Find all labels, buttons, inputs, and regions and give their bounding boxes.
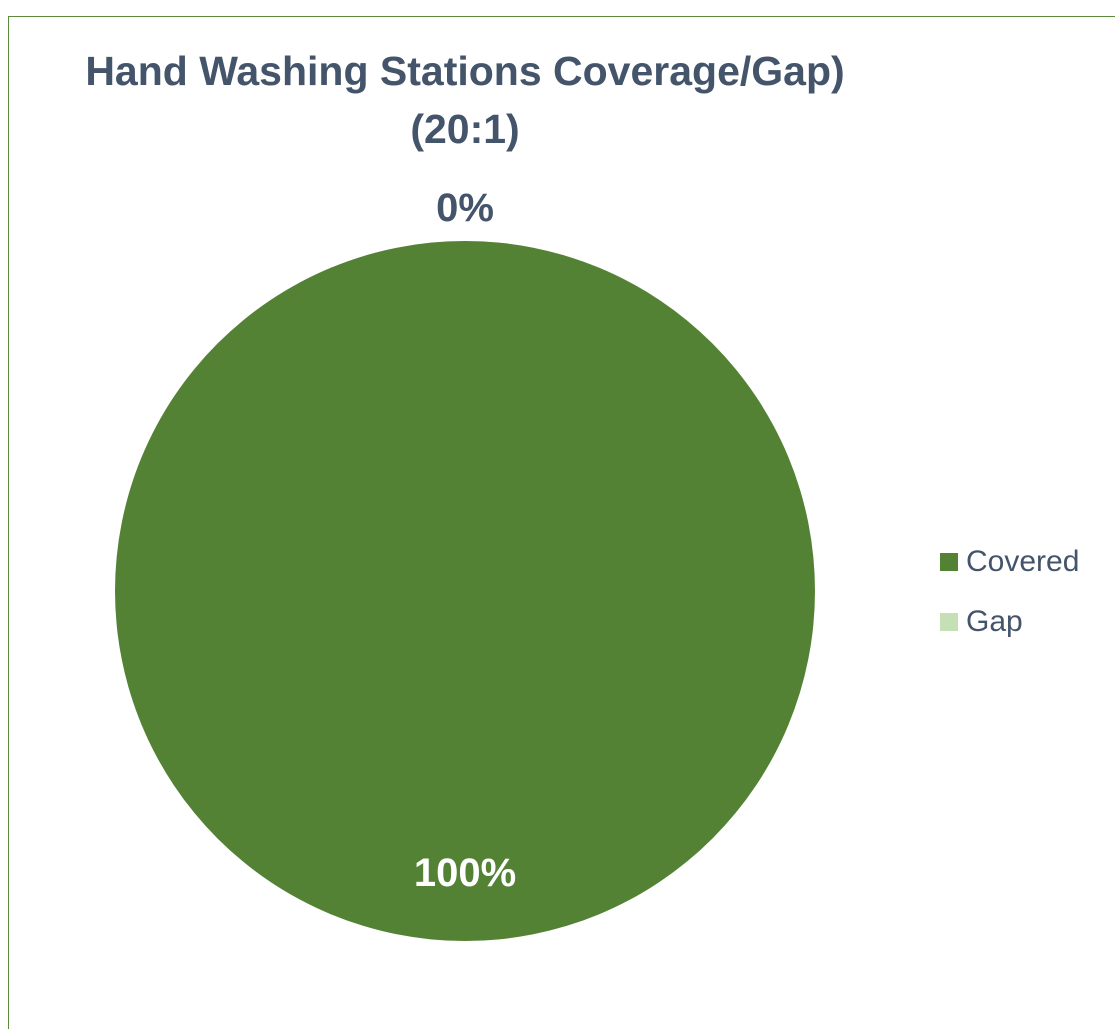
pie-slices bbox=[115, 241, 815, 941]
legend-swatch-covered bbox=[940, 553, 958, 571]
chart-legend: Covered Gap bbox=[940, 540, 1079, 660]
chart-title-line-2: (20:1) bbox=[410, 106, 520, 152]
legend-label-covered: Covered bbox=[966, 545, 1080, 578]
pie-data-labels: 100% 0% bbox=[414, 186, 516, 895]
legend-item-covered: Covered bbox=[940, 540, 1079, 584]
data-label-covered: 100% bbox=[414, 851, 516, 895]
chart-frame bbox=[8, 16, 1115, 1029]
chart-title-line-1: Hand Washing Stations Coverage/Gap) bbox=[85, 48, 845, 94]
legend-label-gap: Gap bbox=[966, 605, 1023, 638]
legend-swatch-gap bbox=[940, 613, 958, 631]
pie-slice-covered bbox=[115, 241, 815, 941]
chart-title: Hand Washing Stations Coverage/Gap) (20:… bbox=[0, 42, 930, 158]
data-label-gap: 0% bbox=[436, 186, 494, 230]
legend-item-gap: Gap bbox=[940, 600, 1079, 644]
